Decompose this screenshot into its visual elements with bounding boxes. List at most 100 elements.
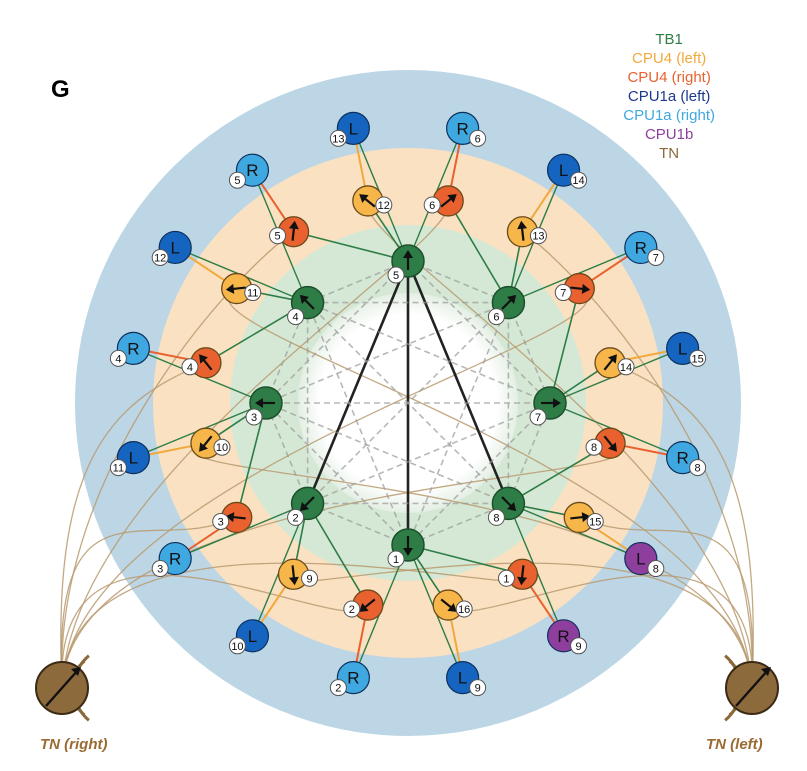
tn-input-curve [61,200,450,689]
neuron-number: 14 [620,362,632,374]
tb1-neuron: 1 [387,528,425,568]
neuron-number-badge [287,508,305,526]
tb1-inhibition-line [265,301,509,404]
direction-arrow [299,294,315,310]
cpu4-right-neuron: 2 [343,589,384,621]
tb1-to-cpu4-connection [306,503,369,606]
tb1-neuron: 4 [287,285,325,326]
direction-arrow [403,536,413,556]
neuron-number-badge [343,600,361,618]
neuron-number: 3 [218,516,224,528]
neuron-number-badge [329,129,347,147]
neuron-number-badge [245,408,263,426]
direction-arrow [225,283,246,294]
neuron-number: 8 [493,512,499,524]
tb1-inhibition-line [307,402,551,505]
direction-arrow [255,398,275,408]
direction-arrow [501,496,517,512]
neuron-number-badge [212,512,230,530]
neuron-number: 6 [493,312,499,324]
cpu4-right-neuron: 1 [497,558,539,590]
neuron-number-badge [181,358,199,376]
cpu1-letter: L [248,627,257,646]
neuron-number: 4 [187,362,193,374]
neuron-number-badge [529,227,547,245]
neuron-number: 7 [653,252,659,264]
cpu1-neuron-l: L 12 [151,230,192,266]
direction-arrow [603,354,617,371]
cpu4-left-neuron: 9 [277,558,319,590]
neuron-number-badge [228,637,246,655]
cpu4-right-neuron: 8 [585,427,626,459]
legend-item-cpu1a-right: CPU1a (right) [623,107,715,124]
neuron-number: 3 [157,564,163,576]
legend-item-cpu1a-left: CPU1a (left) [627,88,711,105]
tn-input-curve [579,516,754,689]
neuron-number: 14 [572,175,584,187]
neuron-number-badge [689,349,707,367]
cpu1-neuron-r: R4 [109,331,150,367]
cpu4-right-neuron: 6 [423,185,464,217]
cpu1-neuron-r: R2 [329,661,370,697]
legend-item-tn: TN [659,145,680,162]
tn-input-curve [522,231,753,689]
neuron-number: 6 [475,133,481,145]
neuron-number: 9 [306,573,312,585]
neuron-number-badge [586,512,604,530]
tn-input-curve [227,287,753,689]
cpu4-right-neuron: 3 [212,501,253,534]
neuron-number: 11 [113,463,124,475]
direction-arrow [501,294,517,310]
neuron-number: 3 [251,412,257,424]
cpu1-neuron-r: R8 [666,441,707,477]
cpu1-neuron-l: L9 [446,661,487,697]
tb1-inhibition-line [307,260,409,304]
neuron-number-badge [151,248,169,266]
neuron-number-badge [387,266,405,284]
cpu1-letter: L [170,238,179,257]
tb1-neuron: 8 [487,486,526,526]
neuron-number: 16 [458,604,470,616]
tb1-neuron: 5 [387,244,425,284]
tn-input-curve [61,231,294,689]
tn-input-curve [60,516,237,689]
neuron-number-badge [497,569,515,587]
direction-arrow [199,435,213,452]
neuron-number-badge [487,508,505,526]
cpu1-letter: R [347,669,359,688]
neuron-number: 13 [532,231,544,243]
direction-arrow [440,194,457,208]
cpu1-letter: R [557,627,569,646]
neuron-number: 8 [591,442,597,454]
cpu1-neuron-l: L 15 [666,331,707,367]
tn-input-curve [60,362,207,689]
legend-item-cpu4-left: CPU4 (left) [632,50,707,67]
tb1-to-cpu4-connection [407,544,523,576]
cpu1-letter: R [246,161,258,180]
neuron-number-badge [423,196,441,214]
legend-item-cpu1b: CPU1b [644,126,694,143]
neuron-number: 7 [560,288,566,300]
neuron-number: 10 [216,442,228,454]
tb1-inhibition-line [407,302,510,546]
tb1-to-cpu4-connection [235,402,267,518]
cpu1-neuron-l: L 10 [228,619,270,655]
direction-arrow [517,565,528,586]
cpu1-letter: L [636,550,645,569]
neuron-number: 2 [335,683,341,695]
neuron-number: 6 [429,200,435,212]
neuron-number: 13 [332,133,344,145]
neuron-number-badge [387,550,405,568]
neuron-number-badge [529,408,547,426]
cpu4-left-neuron: 12 [352,185,393,217]
cpu4-left-neuron: 10 [190,427,231,459]
neuron-number-badge [375,196,393,214]
neuron-number-badge [301,569,319,587]
tb1-inhibition-line [407,502,509,546]
neuron-number: 8 [695,463,701,475]
panel-letter: G [51,76,70,103]
tb1-inhibition-line [265,402,309,504]
neuron-number-badge [689,459,707,477]
cpu1-neuron-r: R3 [151,541,192,578]
